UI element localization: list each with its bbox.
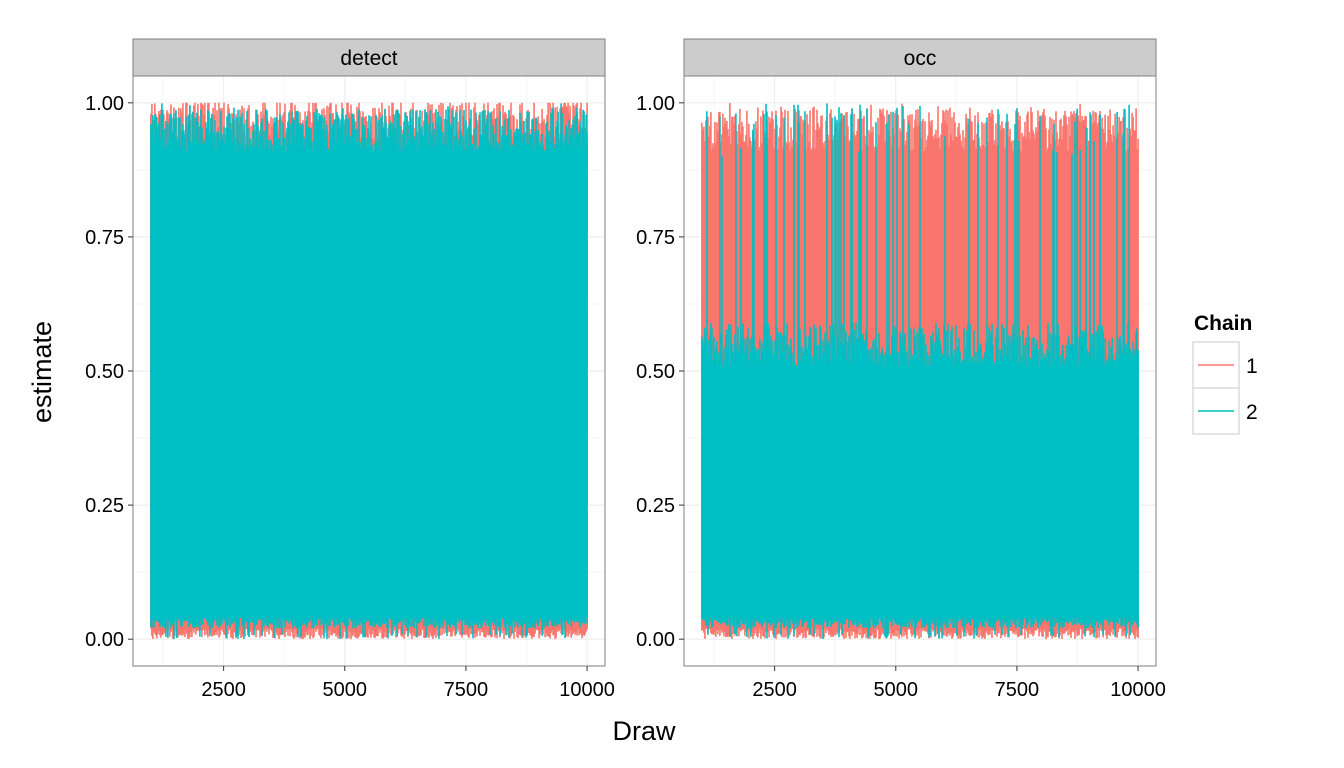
legend-label: 2 <box>1246 401 1258 424</box>
strip-label: detect <box>340 47 397 70</box>
legend-label: 1 <box>1246 355 1258 378</box>
y-tick-label: 0.00 <box>85 629 124 651</box>
x-tick-label: 7500 <box>444 679 489 701</box>
y-tick-label: 0.75 <box>636 227 675 249</box>
panel-detect: detect 0.00 0.25 0.50 0.75 1.00 2500 5000 7500 10… <box>85 38 615 701</box>
trace-chain-2 <box>150 103 588 640</box>
x-tick-label: 5000 <box>323 679 368 701</box>
y-tick-label: 0.00 <box>636 629 675 651</box>
facet-panels: detect 0.00 0.25 0.50 0.75 1.00 2500 5000 7500 10… <box>85 38 1166 701</box>
x-axis-title: Draw <box>612 716 676 746</box>
strip-occ <box>683 38 1157 77</box>
y-tick-label: 1.00 <box>85 93 124 115</box>
y-tick-label: 1.00 <box>636 93 675 115</box>
legend: Chain 1 2 <box>1192 312 1258 435</box>
legend-item-1: 1 <box>1192 341 1258 389</box>
x-tick-label: 2500 <box>201 679 246 701</box>
y-axis-title: estimate <box>27 321 57 423</box>
y-tick-label: 0.75 <box>85 227 124 249</box>
y-tick-label: 0.25 <box>636 495 675 517</box>
y-tick-label: 0.50 <box>85 361 124 383</box>
x-tick-label: 10000 <box>559 679 615 701</box>
y-tick-label: 0.50 <box>636 361 675 383</box>
x-tick-label: 2500 <box>752 679 797 701</box>
x-tick-label: 5000 <box>874 679 919 701</box>
panel-occ: occ 0.00 0.25 0.50 0.75 1.00 2500 5000 7500 10000 <box>636 38 1166 701</box>
x-tick-label: 7500 <box>995 679 1040 701</box>
trace-chain-2 <box>701 103 1139 639</box>
x-tick-label: 10000 <box>1110 679 1166 701</box>
y-tick-label: 0.25 <box>85 495 124 517</box>
legend-item-2: 2 <box>1192 387 1258 435</box>
strip-label: occ <box>904 47 937 70</box>
strip-detect <box>132 38 606 77</box>
legend-title: Chain <box>1194 312 1252 335</box>
